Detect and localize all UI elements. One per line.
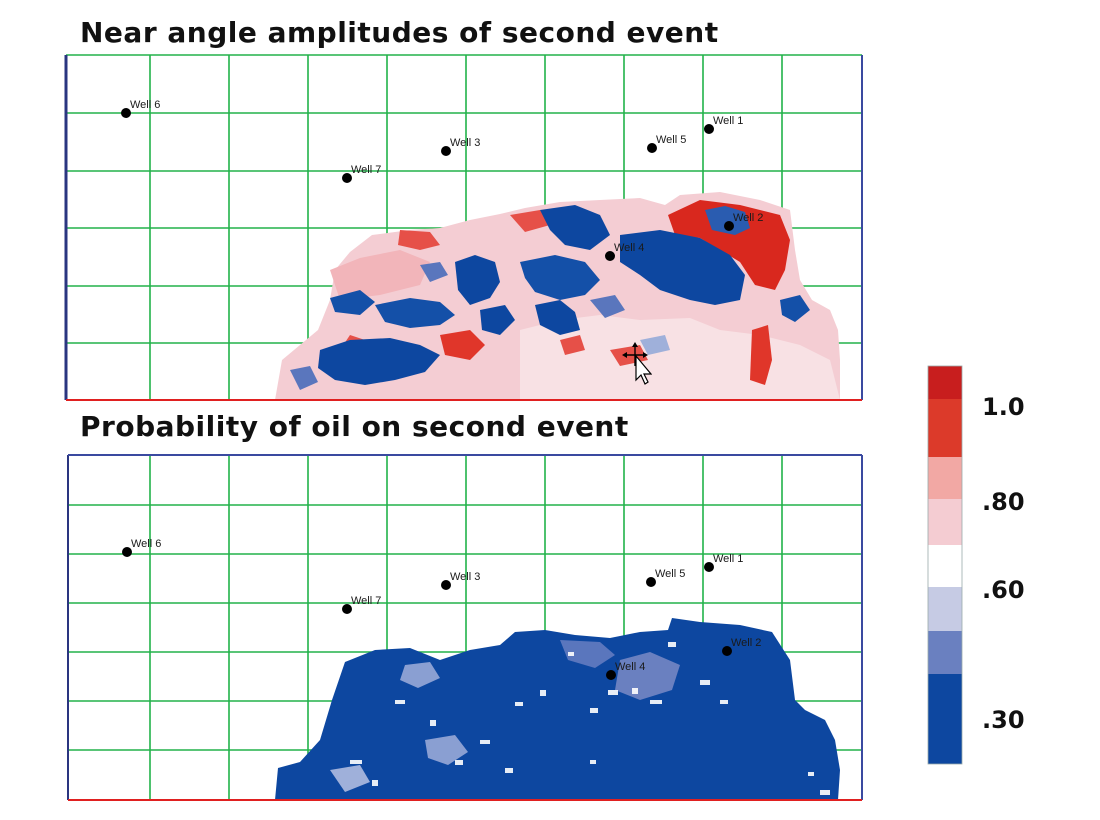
well-dot-icon (441, 146, 451, 156)
well-marker: Well 7 (342, 164, 381, 183)
legend-swatch (928, 457, 962, 499)
legend-label: 1.0 (982, 393, 1025, 421)
oil-probability-layer (275, 618, 840, 800)
well-dot-icon (605, 251, 615, 261)
well-marker: Well 2 (722, 637, 761, 656)
well-label: Well 1 (713, 115, 743, 127)
amplitude-anomaly-layer (275, 192, 840, 400)
well-label: Well 6 (131, 538, 161, 550)
well-label: Well 4 (614, 242, 644, 254)
well-label: Well 3 (450, 137, 480, 149)
well-dot-icon (606, 670, 616, 680)
well-dot-icon (342, 173, 352, 183)
well-label: Well 7 (351, 595, 381, 607)
legend-swatch (928, 499, 962, 545)
well-dot-icon (647, 143, 657, 153)
panel-title-near-angle: Near angle amplitudes of second event (80, 16, 719, 49)
legend-swatch (928, 399, 962, 457)
well-label: Well 7 (351, 164, 381, 176)
well-dot-icon (121, 108, 131, 118)
legend-label: .30 (982, 706, 1025, 734)
well-label: Well 4 (615, 661, 645, 673)
well-marker: Well 3 (441, 137, 480, 156)
legend-label: .60 (982, 576, 1025, 604)
well-label: Well 2 (733, 212, 763, 224)
well-markers: Well 6 Well 3 Well 5 Well 1 Well 7 Well 2 Well… (121, 99, 763, 261)
well-dot-icon (724, 221, 734, 231)
well-label: Well 1 (713, 553, 743, 565)
well-marker: Well 7 (342, 595, 381, 614)
well-dot-icon (704, 124, 714, 134)
legend-frame (927, 365, 963, 765)
well-marker: Well 3 (441, 571, 480, 590)
well-label: Well 3 (450, 571, 480, 583)
well-dot-icon (722, 646, 732, 656)
color-scale-legend (927, 365, 963, 765)
well-dot-icon (122, 547, 132, 557)
well-label: Well 2 (731, 637, 761, 649)
legend-swatch (928, 674, 962, 764)
well-dot-icon (704, 562, 714, 572)
well-marker: Well 4 (605, 242, 644, 261)
well-label: Well 6 (130, 99, 160, 111)
well-marker: Well 6 (122, 538, 161, 557)
well-dot-icon (342, 604, 352, 614)
well-marker: Well 5 (646, 568, 685, 587)
well-marker: Well 5 (647, 134, 686, 153)
well-markers: Well 6 Well 3 Well 5 Well 1 Well 7 Well 2 Well… (122, 538, 761, 680)
well-dot-icon (441, 580, 451, 590)
legend-swatch (928, 545, 962, 587)
legend-swatch (928, 366, 962, 399)
near-angle-map-panel: Well 6 Well 3 Well 5 Well 1 Well 7 Well 2 Well… (64, 54, 863, 401)
well-label: Well 5 (656, 134, 686, 146)
well-marker: Well 4 (606, 661, 645, 680)
probability-map-panel: Well 6 Well 3 Well 5 Well 1 Well 7 Well 2 Well… (67, 454, 863, 801)
well-label: Well 5 (655, 568, 685, 580)
well-dot-icon (646, 577, 656, 587)
well-marker: Well 1 (704, 553, 743, 572)
legend-swatch (928, 587, 962, 631)
legend-label: .80 (982, 488, 1025, 516)
panel-title-probability: Probability of oil on second event (80, 410, 629, 443)
legend-swatch (928, 631, 962, 674)
move-cursor-icon (622, 342, 652, 385)
well-marker: Well 6 (121, 99, 160, 118)
well-marker: Well 1 (704, 115, 743, 134)
well-marker: Well 2 (724, 212, 763, 231)
